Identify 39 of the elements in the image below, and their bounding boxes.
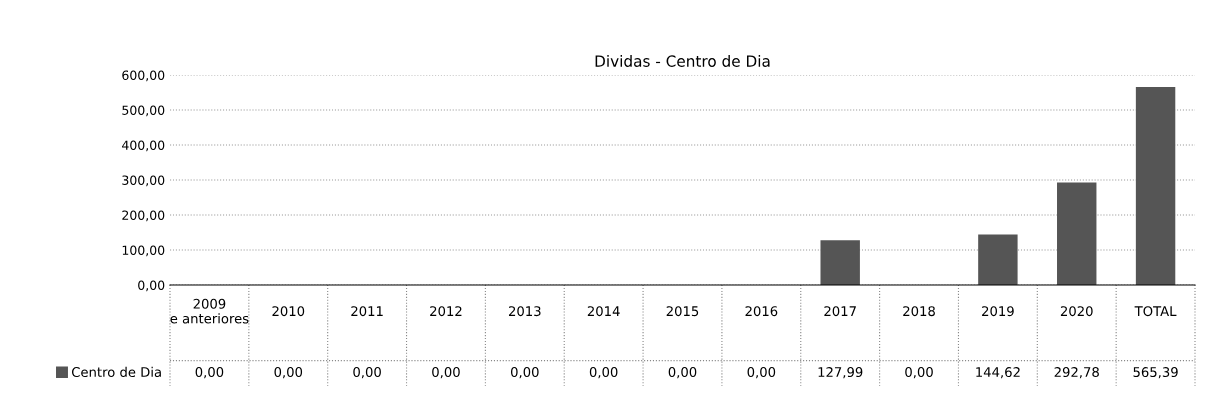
x-tick-label: 2014 xyxy=(587,306,620,317)
y-tick-label: 200,00 xyxy=(122,210,165,222)
data-label: 565,39 xyxy=(1133,367,1178,379)
x-tick-label: 2015 xyxy=(666,306,699,317)
x-tick-label: 2020 xyxy=(1060,306,1093,317)
y-tick-label: 300,00 xyxy=(122,175,165,187)
x-tick-label: 2011 xyxy=(351,306,383,317)
x-tick-label: 2017 xyxy=(824,306,856,317)
bar xyxy=(978,234,1018,285)
data-label: 0,00 xyxy=(747,367,776,379)
bar xyxy=(1057,182,1097,285)
y-tick-label: 100,00 xyxy=(122,245,165,257)
data-label: 0,00 xyxy=(668,367,697,379)
data-label: 0,00 xyxy=(589,367,618,379)
x-tick-label: 2016 xyxy=(745,306,778,317)
data-label: 0,00 xyxy=(905,367,933,379)
data-label: 0,00 xyxy=(432,367,460,379)
y-tick-label: 500,00 xyxy=(122,105,165,117)
y-tick-label: 600,00 xyxy=(122,70,165,82)
data-label: 0,00 xyxy=(195,367,224,379)
bar xyxy=(820,240,860,285)
x-tick-label: 2009 e anteriores xyxy=(170,298,249,324)
legend-label: Centro de Dia xyxy=(71,366,161,378)
bar xyxy=(1135,87,1176,285)
x-tick-label: TOTAL xyxy=(1134,306,1177,317)
data-label: 127,99 xyxy=(818,367,863,379)
data-label: 292,78 xyxy=(1054,367,1099,379)
y-tick-label: 0,00 xyxy=(138,280,165,292)
data-label: 0,00 xyxy=(353,367,381,379)
x-tick-label: 2012 xyxy=(430,306,462,317)
data-label: 0,00 xyxy=(274,367,303,379)
y-tick-label: 400,00 xyxy=(122,140,165,152)
x-tick-label: 2018 xyxy=(903,306,935,317)
chart-title: Dividas - Centro de Dia xyxy=(595,55,770,67)
data-label: 0,00 xyxy=(510,367,539,379)
x-tick-label: 2019 xyxy=(982,306,1014,317)
x-tick-label: 2010 xyxy=(272,306,305,317)
x-tick-label: 2013 xyxy=(508,306,541,317)
data-label: 144,62 xyxy=(976,367,1020,379)
